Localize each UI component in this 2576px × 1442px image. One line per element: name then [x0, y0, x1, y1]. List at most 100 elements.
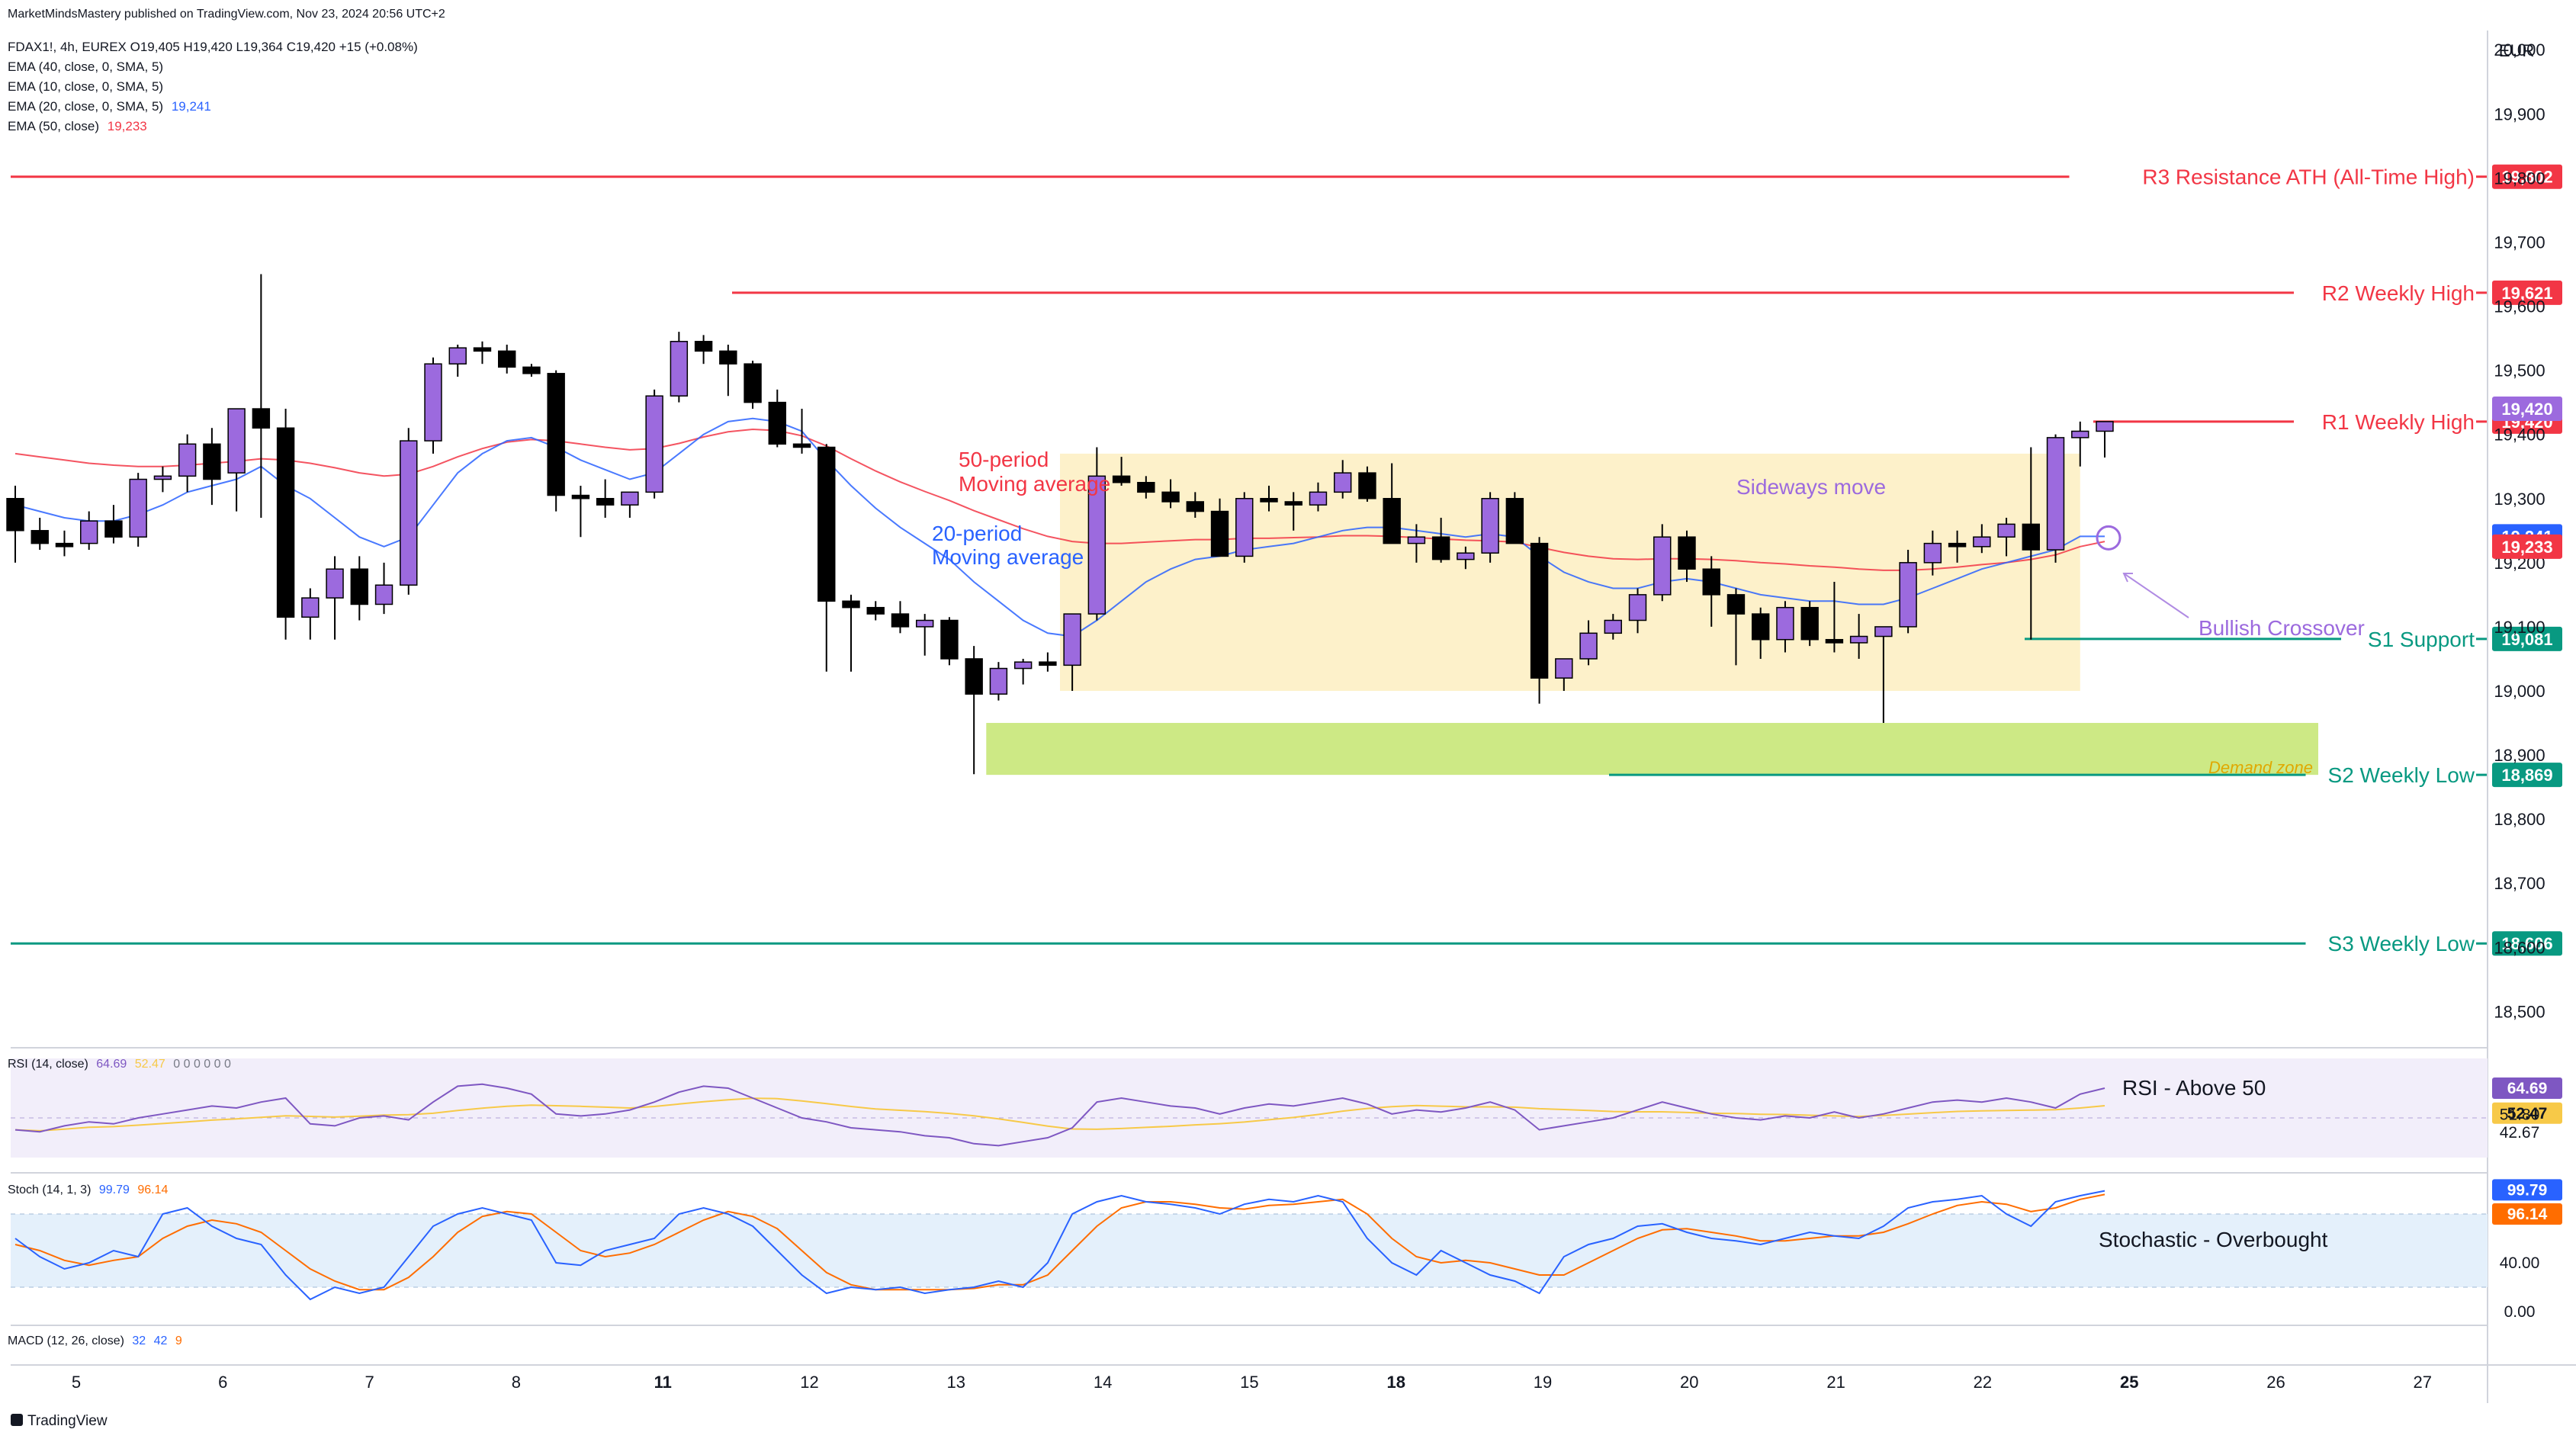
candle-body-up [1235, 498, 1254, 557]
crossover-arrowhead [2122, 573, 2133, 583]
candle-body-down [1702, 568, 1720, 596]
indicator-ema50[interactable]: EMA (50, close) 19,233 [8, 119, 147, 134]
candle-body-down [1112, 475, 1131, 483]
candle-body-up [178, 443, 197, 477]
stoch-legend[interactable]: Stoch (14, 1, 3) 99.79 96.14 [8, 1183, 168, 1197]
candle-body-up [153, 475, 172, 480]
rsi-tick-label: 51.80 [2500, 1106, 2540, 1123]
candle-body-up [1457, 552, 1475, 560]
stoch-tick-label: 0.00 [2504, 1303, 2536, 1321]
candle [203, 428, 221, 506]
candle-body-up [2096, 421, 2114, 432]
price-tick-label: 19,900 [2494, 104, 2545, 124]
tradingview-logo-icon [11, 1414, 23, 1426]
crossover-label: Bullish Crossover [2199, 616, 2365, 640]
ma50-label-line1: 50-period [959, 448, 1049, 471]
candle [1235, 492, 1254, 563]
candle-body-up [1407, 536, 1426, 544]
stoch-d-line [14, 1193, 2105, 1291]
candle-body-down [473, 347, 492, 352]
candle [1260, 485, 1278, 512]
candle-body-down [965, 658, 983, 695]
candle [1186, 492, 1205, 518]
candle-body-down [719, 350, 737, 365]
price-tick-label: 19,400 [2494, 426, 2545, 445]
candle-body-down [1678, 536, 1696, 570]
indicator-value: 19,241 [171, 99, 211, 114]
candle [1579, 620, 1598, 666]
candle [744, 360, 762, 409]
candle [1849, 614, 1868, 659]
time-axis[interactable]: 5 6 7 8 11 12 13 14 15 18 19 20 21 22 25 26 27 [72, 1373, 2432, 1392]
time-tick-label: 6 [218, 1373, 227, 1392]
time-tick-label: 5 [72, 1373, 81, 1392]
candle-body-up [1899, 562, 1917, 628]
indicator-label: EMA (40, close, 0, SMA, 5) [8, 59, 164, 74]
candle-body-up [645, 395, 663, 493]
time-tick-label: 26 [2266, 1373, 2285, 1392]
candle [1210, 498, 1229, 557]
rsi-tag [2492, 1077, 2562, 1099]
candle [400, 428, 418, 595]
rsi-ma-line [14, 1097, 2105, 1132]
rsi-tag-text: 52.47 [2507, 1105, 2548, 1122]
candle-body-up [1776, 606, 1794, 641]
indicator-ema20[interactable]: EMA (20, close, 0, SMA, 5) 19,241 [8, 99, 211, 114]
level-label-s2: S2 Weekly Low [2328, 763, 2475, 787]
time-tick-label: 27 [2414, 1373, 2432, 1392]
candle [1161, 479, 1180, 509]
candle [301, 588, 320, 640]
candle [2022, 447, 2041, 640]
price-tick-label: 18,600 [2494, 938, 2545, 957]
candle-body-down [744, 363, 762, 403]
time-tick-label: 22 [1974, 1373, 1992, 1392]
candle [497, 344, 516, 374]
moving-averages [14, 417, 2105, 637]
stoch-tag [2492, 1203, 2562, 1225]
level-tag-text-s2: 18,869 [2501, 766, 2552, 785]
candle [1899, 550, 1917, 634]
time-tick-label: 25 [2120, 1373, 2138, 1392]
symbol-line[interactable]: FDAX1!, 4h, EUREX O19,405 H19,420 L19,36… [8, 40, 418, 54]
time-tick-label: 8 [512, 1373, 521, 1392]
candle-body-down [792, 443, 811, 448]
price-tick-label: 18,700 [2494, 874, 2545, 893]
candle [1726, 588, 1746, 666]
crossover-arrow [2123, 573, 2189, 618]
level-tag-text-s3: 18,606 [2501, 934, 2552, 953]
rsi-line [14, 1083, 2105, 1147]
price-tick-label: 19,800 [2494, 169, 2545, 188]
candle-body-up [1973, 536, 1991, 548]
candle-body-down [571, 494, 590, 499]
candle [1776, 601, 1794, 653]
candle [1457, 546, 1475, 570]
candle [694, 335, 713, 365]
macd-legend[interactable]: MACD (12, 26, close) 32 42 9 [8, 1334, 182, 1348]
price-axis[interactable]: 20,000 19,900 19,800 19,700 19,600 19,500 19,4… [2494, 40, 2545, 1021]
rsi-legend-label: RSI (14, close) [8, 1058, 88, 1071]
candle-body-up [1063, 613, 1081, 666]
candle-body-up [301, 597, 320, 618]
indicator-label: EMA (10, close, 0, SMA, 5) [8, 79, 164, 94]
candle [1431, 517, 1450, 563]
candle [79, 511, 98, 551]
candle-body-up [227, 408, 246, 474]
stoch-tag [2492, 1179, 2562, 1201]
candle-body-up [1628, 594, 1647, 621]
price-tick-label: 19,000 [2494, 682, 2545, 701]
candle [276, 409, 295, 640]
candle-body-down [842, 600, 860, 609]
candle [1678, 530, 1696, 583]
candle [1751, 607, 1770, 659]
candle-body-down [1137, 481, 1155, 493]
time-tick-label: 13 [947, 1373, 965, 1392]
tradingview-brand: TradingView [27, 1413, 108, 1429]
indicator-ema40[interactable]: EMA (40, close, 0, SMA, 5) [8, 59, 163, 75]
candle [670, 332, 689, 403]
indicator-ema10[interactable]: EMA (10, close, 0, SMA, 5) [8, 79, 163, 95]
candle [2071, 421, 2089, 467]
rsi-legend[interactable]: RSI (14, close) 64.69 52.47 0 0 0 0 0 0 [8, 1058, 231, 1071]
demand-zone [986, 723, 2318, 776]
